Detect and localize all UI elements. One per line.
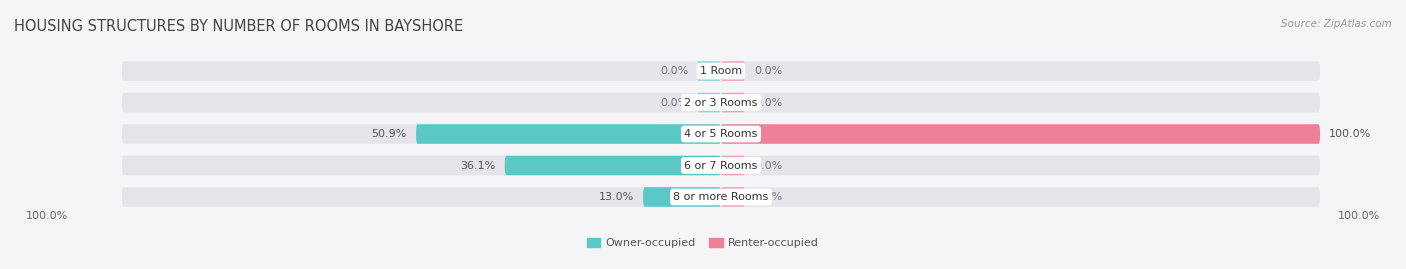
- FancyBboxPatch shape: [721, 93, 745, 112]
- FancyBboxPatch shape: [122, 61, 1320, 81]
- Text: 6 or 7 Rooms: 6 or 7 Rooms: [685, 161, 758, 171]
- FancyBboxPatch shape: [697, 61, 721, 81]
- Text: 100.0%: 100.0%: [1329, 129, 1371, 139]
- FancyBboxPatch shape: [122, 93, 1320, 112]
- Text: Source: ZipAtlas.com: Source: ZipAtlas.com: [1281, 19, 1392, 29]
- Text: 100.0%: 100.0%: [1337, 211, 1379, 221]
- FancyBboxPatch shape: [416, 124, 721, 144]
- FancyBboxPatch shape: [697, 93, 721, 112]
- Text: 4 or 5 Rooms: 4 or 5 Rooms: [685, 129, 758, 139]
- Text: 0.0%: 0.0%: [754, 98, 782, 108]
- Text: 1 Room: 1 Room: [700, 66, 742, 76]
- FancyBboxPatch shape: [721, 61, 745, 81]
- Text: 0.0%: 0.0%: [659, 98, 688, 108]
- Legend: Owner-occupied, Renter-occupied: Owner-occupied, Renter-occupied: [582, 233, 824, 253]
- Text: 0.0%: 0.0%: [754, 66, 782, 76]
- Text: 50.9%: 50.9%: [371, 129, 408, 139]
- Text: 0.0%: 0.0%: [754, 161, 782, 171]
- Text: 100.0%: 100.0%: [27, 211, 69, 221]
- Text: HOUSING STRUCTURES BY NUMBER OF ROOMS IN BAYSHORE: HOUSING STRUCTURES BY NUMBER OF ROOMS IN…: [14, 19, 463, 34]
- Text: 13.0%: 13.0%: [599, 192, 634, 202]
- Text: 8 or more Rooms: 8 or more Rooms: [673, 192, 769, 202]
- FancyBboxPatch shape: [122, 156, 1320, 175]
- FancyBboxPatch shape: [505, 156, 721, 175]
- FancyBboxPatch shape: [643, 187, 721, 207]
- Text: 0.0%: 0.0%: [659, 66, 688, 76]
- FancyBboxPatch shape: [122, 187, 1320, 207]
- FancyBboxPatch shape: [122, 124, 1320, 144]
- FancyBboxPatch shape: [721, 187, 745, 207]
- Text: 2 or 3 Rooms: 2 or 3 Rooms: [685, 98, 758, 108]
- Text: 0.0%: 0.0%: [754, 192, 782, 202]
- FancyBboxPatch shape: [721, 156, 745, 175]
- FancyBboxPatch shape: [721, 124, 1320, 144]
- Text: 36.1%: 36.1%: [461, 161, 496, 171]
